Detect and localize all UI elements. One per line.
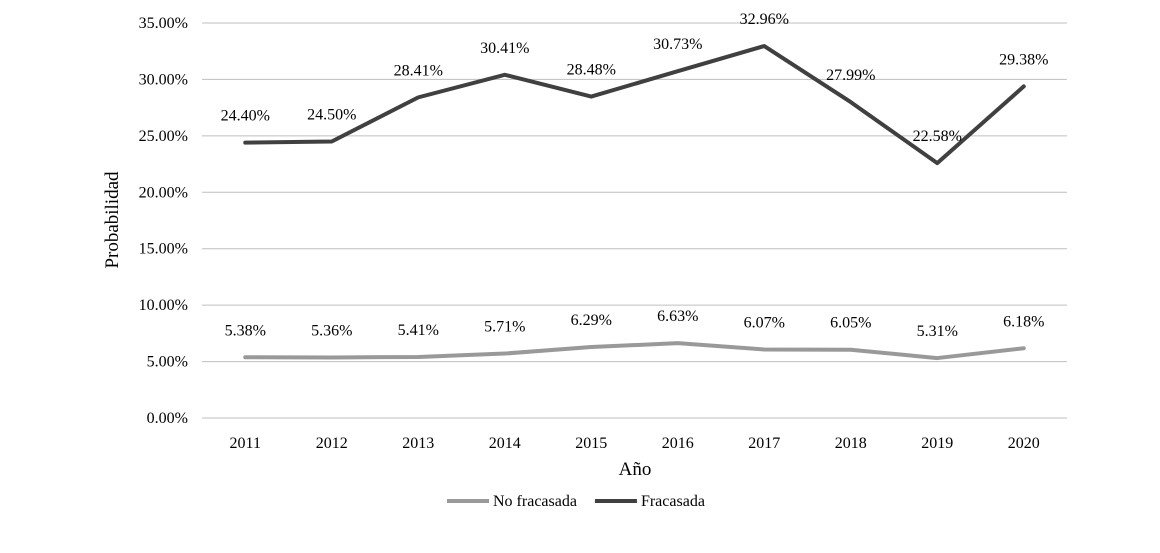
data-label: 30.41% <box>480 40 529 57</box>
y-tick-label: 30.00% <box>139 71 188 88</box>
legend-label: No fracasada <box>493 493 577 510</box>
data-label: 6.29% <box>571 312 612 329</box>
data-label: 6.18% <box>1003 313 1044 330</box>
x-tick-label: 2015 <box>575 435 607 452</box>
data-point <box>1022 84 1026 88</box>
data-label: 30.73% <box>653 36 702 53</box>
legend-item: No fracasada <box>447 493 577 510</box>
data-label: 5.31% <box>917 323 958 340</box>
data-label: 28.41% <box>394 62 443 79</box>
x-tick-label: 2018 <box>835 435 867 452</box>
data-point <box>935 161 939 165</box>
data-label: 5.41% <box>398 322 439 339</box>
data-label: 32.96% <box>740 11 789 28</box>
x-tick-label: 2011 <box>230 435 261 452</box>
legend-label: Fracasada <box>641 493 705 510</box>
x-axis-title: Año <box>619 459 652 480</box>
legend-item: Fracasada <box>594 493 705 510</box>
data-label: 5.36% <box>311 323 352 340</box>
x-tick-label: 2020 <box>1008 435 1040 452</box>
data-point <box>589 345 593 349</box>
y-axis-title: Probabilidad <box>102 171 123 269</box>
y-axis-ticks: 0.00% 5.00% 10.00% 15.00% 20.00% 25.00% 30.00%… <box>139 15 188 427</box>
data-point <box>503 352 507 356</box>
x-tick-label: 2012 <box>316 435 348 452</box>
data-label: 28.48% <box>567 62 616 79</box>
y-tick-label: 25.00% <box>139 128 188 145</box>
x-tick-label: 2017 <box>748 435 780 452</box>
data-point <box>762 44 766 48</box>
y-tick-label: 15.00% <box>139 241 188 258</box>
x-tick-label: 2019 <box>921 435 953 452</box>
data-point <box>416 355 420 359</box>
data-labels: 5.38% 5.36% 5.41% 5.71% 6.29% 6.63% 6.07% 6.05%… <box>221 11 1049 340</box>
x-tick-label: 2013 <box>402 435 434 452</box>
data-point <box>935 356 939 360</box>
data-point <box>762 347 766 351</box>
data-label: 24.40% <box>221 108 270 125</box>
legend: No fracasada Fracasada <box>447 493 705 510</box>
data-point <box>676 69 680 73</box>
series-lines <box>243 44 1026 361</box>
data-label: 6.07% <box>744 314 785 331</box>
data-point <box>243 355 247 359</box>
data-label: 29.38% <box>999 51 1048 68</box>
data-label: 5.38% <box>225 322 266 339</box>
y-tick-label: 10.00% <box>139 297 188 314</box>
x-axis-ticks: 2011 2012 2013 2014 2015 2016 2017 2018 2019 2020 <box>230 435 1040 452</box>
data-point <box>589 95 593 99</box>
x-tick-label: 2014 <box>489 435 521 452</box>
series-line-fracasada <box>243 44 1026 166</box>
data-point <box>416 95 420 99</box>
data-label: 6.05% <box>830 315 871 332</box>
y-tick-label: 5.00% <box>147 354 188 371</box>
data-label: 24.50% <box>307 107 356 124</box>
y-tick-label: 20.00% <box>139 184 188 201</box>
series-line-no-fracasada <box>243 341 1026 361</box>
y-tick-label: 0.00% <box>147 410 188 427</box>
data-point <box>1022 346 1026 350</box>
data-point <box>849 348 853 352</box>
data-label: 22.58% <box>913 128 962 145</box>
data-point <box>849 100 853 104</box>
data-point <box>503 73 507 77</box>
data-point <box>330 140 334 143</box>
x-tick-label: 2016 <box>662 435 694 452</box>
data-label: 6.63% <box>657 308 698 325</box>
data-point <box>330 356 334 360</box>
data-point <box>676 341 680 345</box>
data-label: 5.71% <box>484 319 525 336</box>
y-tick-label: 35.00% <box>139 15 188 32</box>
data-label: 27.99% <box>826 67 875 84</box>
data-point <box>243 141 247 145</box>
